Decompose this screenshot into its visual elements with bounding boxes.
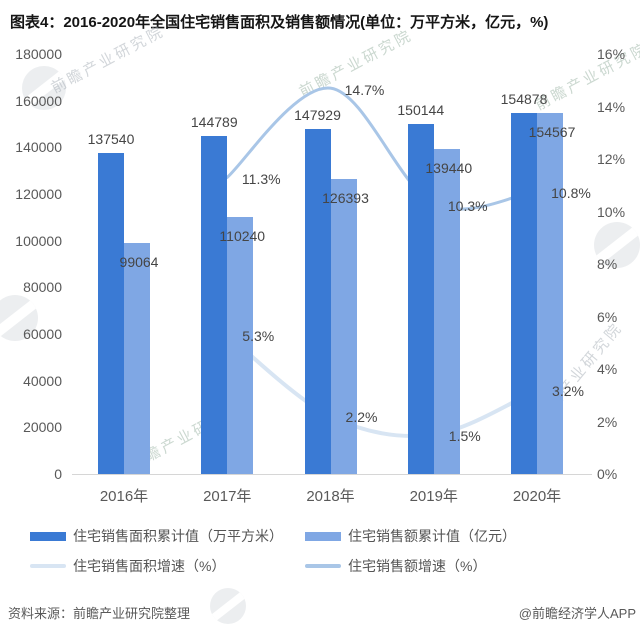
bar-value-label: 99064 — [119, 253, 159, 270]
legend-swatch-sales-value-bar — [305, 531, 341, 541]
bar-value-label: 126393 — [322, 190, 369, 207]
right-axis-tick: 0% — [597, 466, 618, 482]
bar-sales-area-2017年 — [201, 136, 228, 474]
bar-sales-value-2018年 — [330, 179, 357, 474]
legend-label: 住宅销售额累计值（亿元） — [348, 528, 516, 544]
x-axis-label: 2019年 — [409, 488, 458, 505]
bar-sales-area-2019年 — [407, 123, 434, 474]
chart-title: 图表4：2016-2020年全国住宅销售面积及销售额情况(单位：万平方米，亿元，… — [10, 14, 549, 31]
right-axis-tick: 4% — [597, 361, 618, 377]
right-axis-tick: 12% — [597, 151, 626, 167]
right-axis-tick: 8% — [597, 256, 618, 272]
x-axis-label: 2018年 — [306, 488, 355, 505]
left-axis-tick: 60000 — [23, 326, 62, 342]
bar-sales-value-2017年 — [227, 216, 254, 474]
legend-label: 住宅销售额增速（%） — [348, 558, 487, 574]
left-axis-tick: 20000 — [23, 419, 62, 436]
left-axis-tick: 100000 — [15, 232, 62, 249]
bar-sales-area-2018年 — [304, 128, 331, 474]
left-axis-tick: 120000 — [15, 186, 62, 202]
bar-sales-value-2019年 — [433, 148, 460, 474]
left-axis-tick: 160000 — [15, 92, 62, 109]
watermark-logo-icon — [0, 295, 38, 341]
legend-swatch-value-growth-line — [305, 564, 341, 568]
bar-value-label: 144789 — [190, 114, 238, 131]
watermark-logo-icon — [210, 588, 246, 624]
x-axis-label: 2017年 — [203, 488, 252, 505]
bar-sales-area-2020年 — [511, 112, 537, 474]
legend-item-value-growth-line: 住宅销售额增速（%） — [305, 558, 486, 574]
right-axis-tick: 14% — [597, 98, 626, 115]
growth-rate-label: 10.8% — [551, 184, 591, 201]
left-axis-tick: 180000 — [15, 46, 62, 62]
left-axis-tick: 80000 — [23, 279, 62, 296]
growth-rate-label: 5.3% — [242, 327, 275, 344]
bar-sales-value-2016年 — [124, 242, 150, 474]
legend-item-sales-area-bar: 住宅销售面积累计值（万平方米） — [30, 528, 283, 544]
right-axis-tick: 2% — [597, 413, 618, 430]
bar-value-label: 139440 — [425, 159, 473, 176]
left-axis-tick: 140000 — [15, 139, 62, 156]
x-axis-label: 2020年 — [512, 488, 562, 505]
bar-value-label: 150144 — [397, 101, 445, 118]
legend-swatch-sales-area-bar — [30, 531, 66, 541]
x-axis-label: 2016年 — [99, 488, 149, 505]
growth-rate-label: 2.2% — [345, 409, 378, 426]
growth-rate-label: 10.3% — [447, 197, 488, 214]
right-axis-tick: 16% — [597, 46, 626, 62]
credit-note: @前瞻经济学人APP — [518, 606, 636, 621]
right-axis-tick: 10% — [597, 203, 626, 220]
growth-rate-label: 3.2% — [552, 383, 584, 399]
legend-item-area-growth-line: 住宅销售面积增速（%） — [30, 558, 225, 574]
bar-value-label: 154567 — [528, 124, 576, 141]
growth-rate-label: 14.7% — [344, 82, 385, 99]
growth-rate-label: 11.3% — [241, 171, 281, 188]
legend-label: 住宅销售面积增速（%） — [73, 558, 226, 574]
bar-sales-area-2016年 — [98, 153, 124, 474]
watermark-logo-icon — [22, 66, 66, 110]
bar-value-label: 154878 — [500, 90, 548, 107]
watermark-logo-icon — [594, 222, 640, 268]
legend-label: 住宅销售面积累计值（万平方米） — [73, 528, 283, 544]
legend-swatch-area-growth-line — [30, 564, 66, 568]
growth-rate-label: 1.5% — [448, 427, 481, 444]
bar-value-label: 110240 — [219, 227, 266, 244]
left-axis-tick: 40000 — [23, 372, 62, 389]
left-axis-tick: 0 — [54, 466, 62, 482]
legend-item-sales-value-bar: 住宅销售额累计值（亿元） — [305, 528, 516, 544]
right-axis-tick: 6% — [597, 308, 618, 325]
bar-value-label: 137540 — [87, 131, 135, 148]
bar-value-label: 147929 — [294, 106, 341, 123]
bar-sales-value-2020年 — [537, 113, 563, 474]
x-axis-line — [72, 474, 592, 475]
source-note: 资料来源：前瞻产业研究院整理 — [8, 606, 191, 621]
